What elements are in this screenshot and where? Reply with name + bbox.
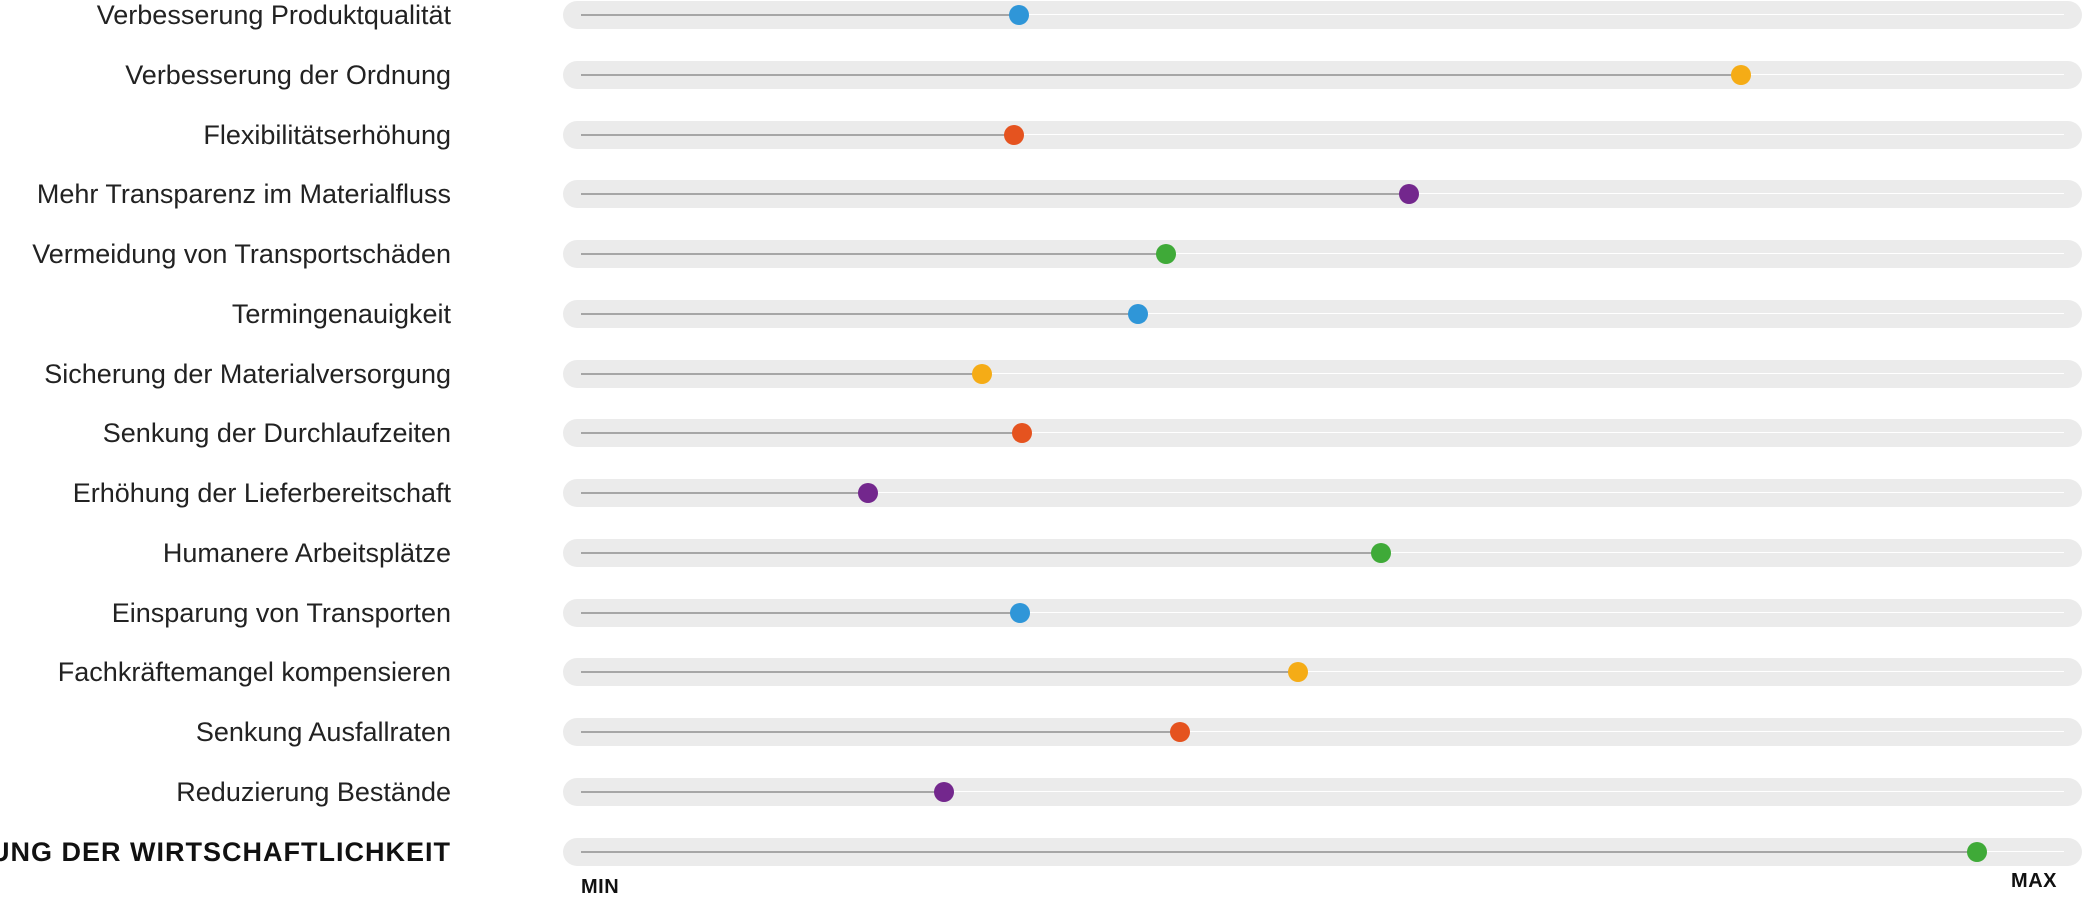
slider-rail [581,790,2064,792]
slider-thumb[interactable] [1009,5,1029,25]
slider-thumb[interactable] [1004,124,1024,145]
slider-rail [581,731,2064,732]
slider-track[interactable] [563,1,2082,29]
slider-thumb[interactable] [1010,602,1030,623]
slider-thumb[interactable] [972,363,992,384]
slider-track[interactable] [563,479,2082,507]
slider-rail [581,372,2064,374]
slider-thumb[interactable] [1399,184,1419,205]
slider-track[interactable] [563,60,2082,89]
slider-track[interactable] [563,299,2082,328]
slider-row: Senkung der Durchlaufzeiten [0,413,2093,453]
slider-label: Flexibilitätserhöhung [203,119,451,150]
slider-track[interactable] [563,837,2082,866]
slider-fill [581,731,1180,733]
slider-fill [581,372,982,375]
slider-fill [581,253,1166,255]
slider-row: RUNG DER WIRTSCHAFTLICHKEIT [0,832,2093,872]
slider-thumb[interactable] [1012,423,1032,444]
slider-rail [581,14,2064,15]
slider-row: Verbesserung Produktqualität [0,0,2093,35]
slider-fill [581,551,1381,554]
slider-fill [581,671,1298,674]
slider-track[interactable] [563,718,2082,746]
slider-row: Flexibilitätserhöhung [0,115,2093,155]
slider-thumb[interactable] [1731,64,1751,85]
slider-track[interactable] [563,240,2082,268]
slider-row: Humanere Arbeitsplätze [0,533,2093,573]
slider-label: Reduzierung Bestände [176,776,451,807]
slider-fill [581,312,1138,315]
scale-max-label: MAX [2011,870,2057,892]
slider-fill [581,73,1741,76]
slider-row: Sicherung der Materialversorgung [0,354,2093,394]
slider-track[interactable] [563,359,2082,388]
slider-row: Erhöhung der Lieferbereitschaft [0,473,2093,513]
slider-row: Senkung Ausfallraten [0,712,2093,752]
slider-label: Sicherung der Materialversorgung [44,358,451,389]
slider-rail [581,133,2064,135]
slider-row: Einsparung von Transporten [0,593,2093,633]
slider-label: Fachkräftemangel kompensieren [57,657,451,688]
slider-track[interactable] [563,419,2082,448]
slider-fill [581,133,1014,136]
slider-track[interactable] [563,598,2082,627]
slider-row: Mehr Transparenz im Materialfluss [0,174,2093,214]
slider-label: RUNG DER WIRTSCHAFTLICHKEIT [0,836,451,867]
slider-thumb[interactable] [1170,722,1190,742]
slider-row: Verbesserung der Ordnung [0,55,2093,95]
slider-label: Senkung Ausfallraten [195,717,451,747]
slider-label: Humanere Arbeitsplätze [162,537,451,568]
slider-thumb[interactable] [1156,244,1176,264]
slider-track[interactable] [563,777,2082,806]
slider-rail [581,432,2064,434]
slider-rail [581,253,2064,254]
slider-thumb[interactable] [934,781,954,802]
slider-row: Fachkräftemangel kompensieren [0,652,2093,692]
slider-thumb[interactable] [1371,542,1391,563]
slider-rail [581,611,2064,613]
slider-row: Vermeidung von Transportschäden [0,234,2093,274]
slider-thumb[interactable] [1288,662,1308,683]
slider-label: Einsparung von Transporten [111,597,451,628]
slider-label: Mehr Transparenz im Materialfluss [36,179,451,210]
scale-min-label: MIN [581,876,620,898]
slider-track[interactable] [563,120,2082,149]
slider-fill [581,611,1020,614]
slider-rail [581,492,2064,493]
slider-fill [581,492,868,494]
slider-row: Termingenauigkeit [0,294,2093,334]
slider-thumb[interactable] [1967,841,1987,862]
slider-rail [581,312,2064,314]
slider-label: Senkung der Durchlaufzeiten [102,418,451,449]
slider-label: Verbesserung der Ordnung [125,59,451,90]
slider-label: Erhöhung der Lieferbereitschaft [72,478,451,508]
slider-fill [581,850,1977,853]
slider-label: Termingenauigkeit [231,298,451,329]
slider-track[interactable] [563,658,2082,687]
slider-label: Verbesserung Produktqualität [96,0,451,30]
slider-track[interactable] [563,180,2082,209]
slider-track[interactable] [563,538,2082,567]
slider-thumb[interactable] [1128,303,1148,324]
slider-fill [581,193,1409,196]
slider-label: Vermeidung von Transportschäden [32,239,451,269]
slider-rail [581,671,2064,673]
slider-thumb[interactable] [858,483,878,503]
slider-fill [581,790,944,793]
slider-row: Reduzierung Bestände [0,772,2093,812]
slider-fill [581,432,1022,435]
slider-fill [581,14,1019,16]
